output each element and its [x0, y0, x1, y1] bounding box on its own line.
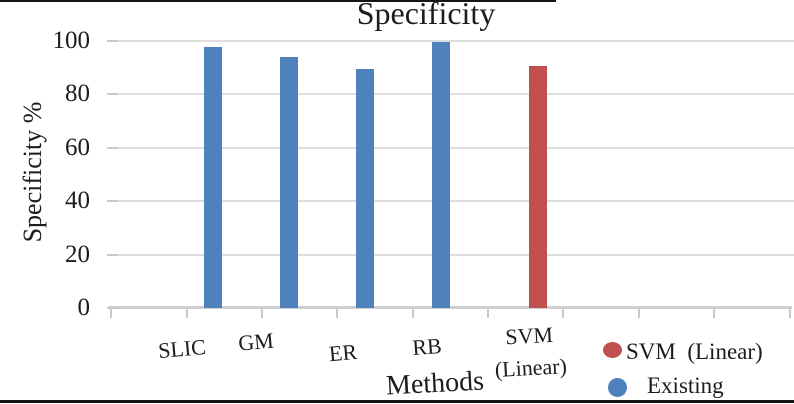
x-tick-0 [110, 308, 112, 318]
x-tick-label-svm-linear-: SVM (Linear) [494, 321, 568, 382]
legend-marker-svm-linear-icon [603, 342, 622, 358]
gridline-40 [118, 200, 794, 203]
y-tick-label-0: 0 [77, 294, 91, 321]
x-tick-9 [789, 308, 791, 318]
x-tick-6 [562, 308, 564, 318]
legend-label-existing: Existing [647, 373, 724, 398]
y-tick-80 [107, 93, 118, 96]
figure-top-rule [0, 0, 556, 2]
bar-rb [432, 42, 450, 308]
y-tick-label-40: 40 [65, 187, 90, 215]
x-tick-4 [412, 308, 414, 318]
bar-er [356, 69, 374, 308]
chart-title: Specificity [356, 0, 496, 31]
gridline-80 [118, 93, 794, 96]
y-tick-label-20: 20 [65, 240, 90, 268]
x-tick-label-rb: RB [411, 333, 443, 361]
x-tick-2 [261, 308, 263, 318]
x-tick-label-er: ER [327, 338, 359, 367]
bar-gm [280, 57, 298, 308]
gridline-60 [118, 146, 794, 149]
x-tick-7 [638, 308, 640, 318]
legend-label-svm-linear: SVM (Linear) [626, 339, 763, 364]
x-tick-5 [487, 308, 489, 318]
figure-bottom-rule [0, 400, 794, 403]
x-tick-1 [186, 308, 188, 318]
x-tick-label-slic: SLIC [157, 334, 207, 364]
x-tick-8 [713, 308, 715, 318]
gridline-20 [118, 253, 794, 256]
y-tick-label-100: 100 [52, 27, 91, 54]
gridline-100 [118, 40, 794, 42]
x-tick-label-gm: GM [237, 327, 275, 356]
x-axis-line [108, 306, 792, 309]
y-tick-20 [107, 253, 118, 256]
y-tick-label-80: 80 [65, 80, 90, 108]
legend-marker-existing-icon [608, 378, 627, 397]
x-tick-3 [336, 308, 338, 318]
bar-svm-linear- [529, 66, 547, 308]
y-tick-100 [107, 40, 118, 42]
y-tick-0 [107, 307, 118, 309]
bar-slic [204, 47, 222, 308]
y-tick-60 [107, 146, 118, 149]
y-tick-40 [107, 200, 118, 203]
y-tick-label-60: 60 [65, 133, 90, 161]
